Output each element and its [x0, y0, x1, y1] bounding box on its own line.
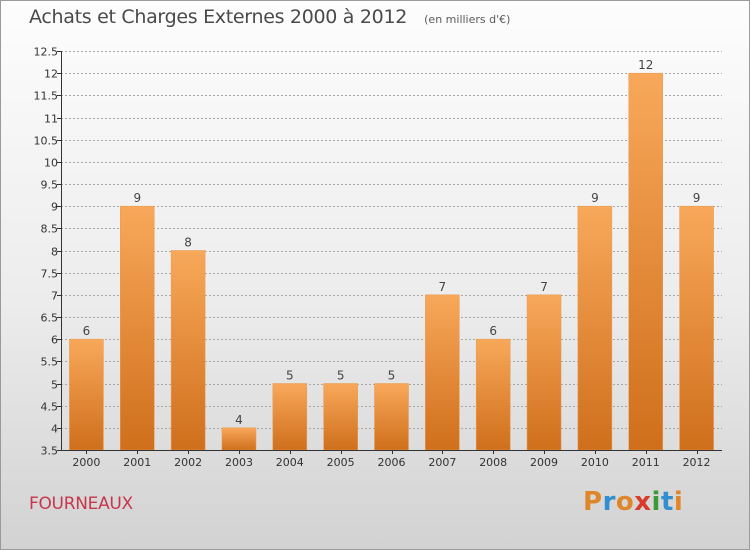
- y-tick-label: 9: [51, 201, 58, 214]
- bar-2000: [69, 338, 104, 451]
- x-tick-label: 2007: [428, 456, 456, 469]
- y-tick-label: 11.5: [34, 90, 59, 103]
- y-tick-label: 4.5: [41, 401, 59, 414]
- bar-2008: [475, 338, 511, 451]
- data-label: 5: [388, 369, 396, 383]
- proxiti-logo: Proxiti: [583, 487, 683, 517]
- chart-title: Achats et Charges Externes 2000 à 2012: [29, 6, 408, 28]
- bar-2011: [628, 72, 663, 451]
- y-tick-label: 7: [51, 290, 58, 303]
- data-label: 5: [337, 369, 345, 383]
- bars: [69, 72, 714, 451]
- logo-letter: i: [651, 487, 661, 517]
- x-tick-label: 2003: [225, 456, 253, 469]
- x-tick-label: 2002: [174, 456, 202, 469]
- logo-letter: o: [615, 487, 635, 517]
- y-tick-label: 6.5: [41, 312, 59, 325]
- x-tick-label: 2005: [327, 456, 355, 469]
- data-label: 12: [638, 58, 653, 72]
- y-tick-label: 3.5: [41, 445, 59, 458]
- y-tick-label: 5: [51, 379, 58, 392]
- bar-2006: [374, 383, 409, 451]
- bar-2001: [120, 205, 155, 451]
- logo-letter: x: [634, 487, 652, 517]
- labels: 3.5 4 4.5 5 5.5 6 6.5 7 7.5 8 8.5 9 9.5 10 10.5 11 11.5 1…: [34, 46, 711, 470]
- logo-letter: t: [660, 487, 674, 517]
- y-tick-label: 7.5: [41, 268, 59, 281]
- bar-2003: [221, 427, 257, 451]
- bar-2010: [577, 205, 613, 451]
- bar-2009: [526, 294, 562, 451]
- x-tick-label: 2000: [72, 456, 100, 469]
- data-label: 8: [184, 236, 192, 250]
- bar-2005: [323, 383, 358, 451]
- chart-header: Achats et Charges Externes 2000 à 2012 (…: [29, 6, 510, 28]
- chart-unit: (en milliers d'€): [424, 13, 511, 26]
- bar-2004: [272, 383, 308, 451]
- data-label: 9: [693, 191, 701, 205]
- data-label: 9: [591, 191, 599, 205]
- y-tick-label: 12: [44, 68, 58, 81]
- data-label: 7: [540, 280, 548, 294]
- y-tick-label: 10: [44, 157, 58, 170]
- data-label: 6: [83, 324, 91, 338]
- x-tick-label: 2004: [276, 456, 304, 469]
- y-tick-label: 11: [44, 113, 58, 126]
- y-tick-label: 9.5: [41, 179, 59, 192]
- logo-letter: r: [602, 487, 616, 517]
- x-tick-label: 2009: [530, 456, 558, 469]
- bar-2012: [679, 205, 714, 451]
- data-label: 4: [235, 413, 243, 427]
- y-tick-label: 6: [51, 334, 58, 347]
- x-tick-label: 2006: [378, 456, 406, 469]
- x-tick-label: 2011: [632, 456, 660, 469]
- bar-2007: [425, 294, 460, 451]
- logo-letter: P: [583, 487, 603, 517]
- logo-letter: i: [673, 487, 684, 517]
- x-tick-label: 2012: [683, 456, 711, 469]
- y-tick-label: 12.5: [34, 46, 59, 59]
- y-tick-label: 8.5: [41, 223, 59, 236]
- data-label: 9: [133, 191, 141, 205]
- x-tick-label: 2010: [581, 456, 609, 469]
- y-tick-label: 8: [51, 246, 58, 259]
- axes: [57, 51, 722, 454]
- commune-name: FOURNEAUX: [29, 494, 133, 514]
- y-tick-label: 10.5: [34, 135, 59, 148]
- x-tick-label: 2001: [123, 456, 151, 469]
- y-tick-label: 5.5: [41, 356, 59, 369]
- bar-2002: [170, 250, 206, 451]
- data-label: 5: [286, 369, 294, 383]
- data-label: 7: [439, 280, 447, 294]
- x-tick-label: 2008: [479, 456, 507, 469]
- data-label: 6: [489, 324, 497, 338]
- y-tick-label: 4: [51, 423, 58, 436]
